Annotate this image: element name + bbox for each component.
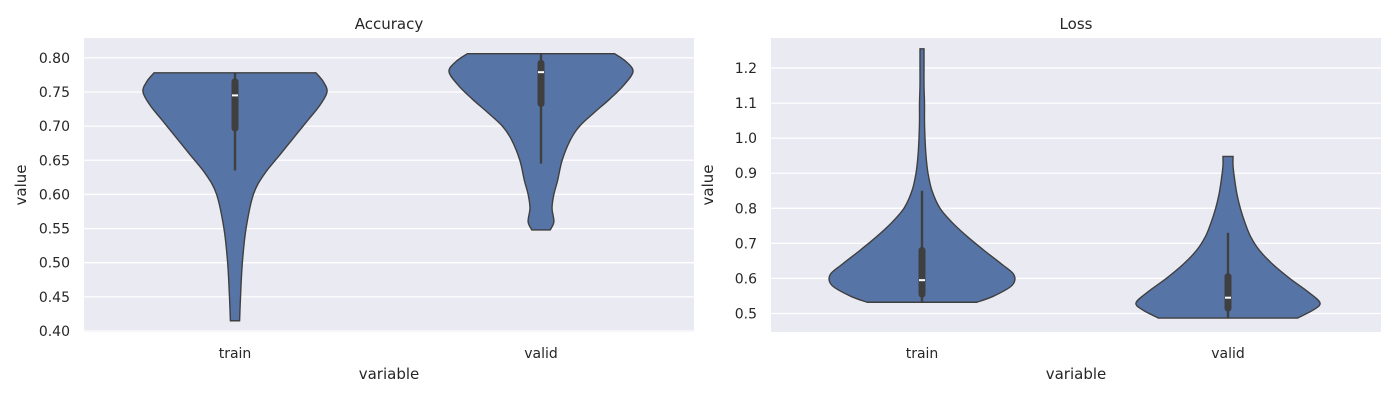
loss-panel: 0.5 0.6 0.7 0.8 0.9 1.0 1.1 1.2 train valid variab… <box>699 15 1381 383</box>
y-tick-label: 0.65 <box>39 153 70 169</box>
x-tick-label: valid <box>524 346 558 362</box>
y-tick-label: 0.70 <box>39 119 70 135</box>
median-train <box>232 94 238 97</box>
y-tick-label: 0.45 <box>39 290 70 306</box>
x-tick-label: valid <box>1211 346 1245 362</box>
y-tick-label: 1.2 <box>735 61 757 77</box>
x-axis-title: variable <box>359 365 420 383</box>
median-valid <box>538 71 544 74</box>
accuracy-panel: 0.40 0.45 0.50 0.55 0.60 0.65 0.70 0.75 0.80 trai… <box>12 15 694 383</box>
y-tick-label: 0.60 <box>39 187 70 203</box>
y-tick-label: 1.0 <box>735 131 757 147</box>
y-axis-title: value <box>699 165 717 206</box>
y-tick-label: 0.9 <box>735 166 757 182</box>
y-tick-label: 0.8 <box>735 201 757 217</box>
x-tick-label: train <box>906 346 939 362</box>
y-tick-label: 0.75 <box>39 85 70 101</box>
x-axis-title: variable <box>1046 365 1107 383</box>
x-tick-label: train <box>219 346 252 362</box>
chart-title: Accuracy <box>355 15 424 33</box>
y-tick-label: 0.50 <box>39 256 70 272</box>
median-train <box>919 279 925 282</box>
violin-train <box>828 48 1016 303</box>
y-tick-label: 0.80 <box>39 51 70 67</box>
median-valid <box>1225 296 1231 299</box>
y-tick-label: 0.5 <box>735 306 757 322</box>
y-tick-label: 0.7 <box>735 236 757 252</box>
y-tick-label: 0.6 <box>735 271 757 287</box>
chart-title: Loss <box>1060 15 1093 33</box>
y-tick-label: 0.55 <box>39 222 70 238</box>
y-axis-title: value <box>12 165 30 206</box>
y-tick-label: 1.1 <box>735 96 757 112</box>
y-tick-label: 0.40 <box>39 324 70 340</box>
violin-train <box>142 72 328 322</box>
